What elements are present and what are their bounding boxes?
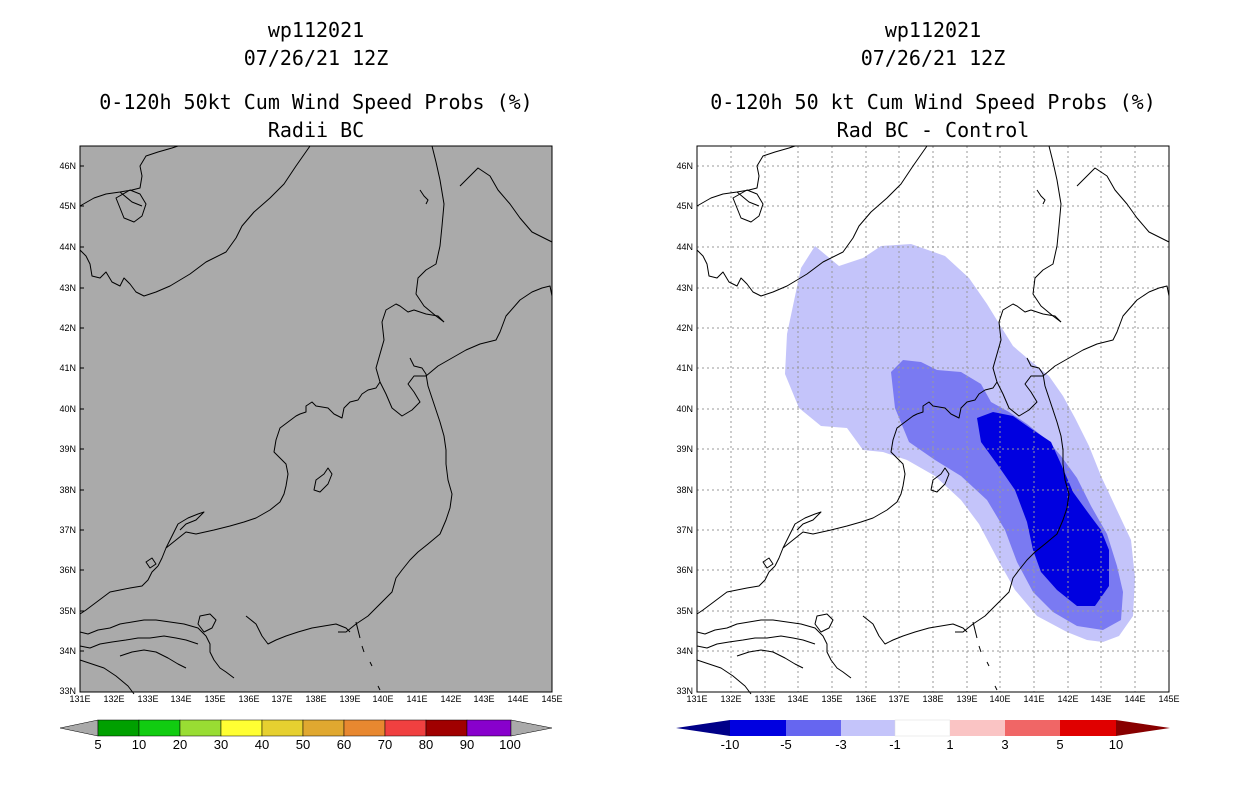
left-lon-131: 131E	[69, 694, 91, 704]
right-lat-35: 35N	[676, 606, 693, 616]
left-lon-141: 141E	[406, 694, 428, 704]
left-lon-138: 138E	[305, 694, 327, 704]
right-lon-133: 133E	[754, 694, 776, 704]
right-lat-36: 36N	[676, 565, 693, 575]
right-colorbar	[676, 719, 1170, 737]
right-lat-41: 41N	[676, 363, 693, 373]
right-lon-139: 139E	[956, 694, 978, 704]
right-cb-label-m10: -10	[720, 737, 740, 752]
left-lat-34: 34N	[59, 646, 76, 656]
left-lat-35: 35N	[59, 606, 76, 616]
right-lon-140: 140E	[989, 694, 1011, 704]
left-lat-46: 46N	[59, 161, 76, 171]
left-cb-label-40: 40	[254, 737, 270, 752]
left-lat-38: 38N	[59, 485, 76, 495]
right-lon-134: 134E	[787, 694, 809, 704]
right-lon-141: 141E	[1023, 694, 1045, 704]
left-lon-132: 132E	[103, 694, 125, 704]
right-cb-label-m5: -5	[780, 737, 792, 752]
left-lon-136: 136E	[238, 694, 260, 704]
right-title-date: 07/26/21 12Z	[860, 46, 1006, 70]
right-lon-137: 137E	[888, 694, 910, 704]
right-lon-132: 132E	[720, 694, 742, 704]
left-colorbar	[59, 719, 553, 737]
right-lat-45: 45N	[676, 201, 693, 211]
right-lon-138: 138E	[922, 694, 944, 704]
right-title-storm: wp112021	[884, 18, 982, 42]
left-lat-43: 43N	[59, 283, 76, 293]
right-cb-label-1: 1	[946, 737, 954, 752]
left-lat-36: 36N	[59, 565, 76, 575]
right-lon-135: 135E	[821, 694, 843, 704]
right-lon-144: 144E	[1124, 694, 1146, 704]
left-cb-label-20: 20	[172, 737, 188, 752]
left-lon-145: 145E	[541, 694, 563, 704]
left-cb-label-5: 5	[94, 737, 102, 752]
right-cb-label-3: 3	[1001, 737, 1009, 752]
left-lon-139: 139E	[339, 694, 361, 704]
left-cb-label-90: 90	[459, 737, 475, 752]
left-title-product: 0-120h 50kt Cum Wind Speed Probs (%)	[99, 90, 533, 114]
left-lon-142: 142E	[440, 694, 462, 704]
left-title-subtitle: Radii BC	[267, 118, 365, 142]
left-lat-39: 39N	[59, 444, 76, 454]
shade-minus5-contour	[977, 412, 1109, 606]
right-title-subtitle: Rad BC - Control	[836, 118, 1030, 142]
right-lon-136: 136E	[855, 694, 877, 704]
left-lon-143: 143E	[473, 694, 495, 704]
left-lat-44: 44N	[59, 242, 76, 252]
right-lat-37: 37N	[676, 525, 693, 535]
left-lat-45: 45N	[59, 201, 76, 211]
right-lat-42: 42N	[676, 323, 693, 333]
left-cb-label-60: 60	[336, 737, 352, 752]
right-lon-145: 145E	[1158, 694, 1180, 704]
left-title-storm: wp112021	[267, 18, 365, 42]
left-lat-40: 40N	[59, 404, 76, 414]
left-cb-label-80: 80	[418, 737, 434, 752]
left-lon-144: 144E	[507, 694, 529, 704]
right-lat-33: 33N	[676, 686, 693, 696]
right-lat-38: 38N	[676, 485, 693, 495]
right-map	[696, 145, 1170, 695]
right-cb-label-10: 10	[1108, 737, 1124, 752]
left-cb-label-30: 30	[213, 737, 229, 752]
right-lat-44: 44N	[676, 242, 693, 252]
right-lat-43: 43N	[676, 283, 693, 293]
right-lat-39: 39N	[676, 444, 693, 454]
left-cb-label-100: 100	[499, 737, 521, 752]
left-lat-33: 33N	[59, 686, 76, 696]
right-lon-131: 131E	[686, 694, 708, 704]
left-cb-label-10: 10	[131, 737, 147, 752]
left-map	[79, 145, 553, 695]
right-cb-label-m1: -1	[889, 737, 901, 752]
left-cb-label-70: 70	[377, 737, 393, 752]
left-lon-137: 137E	[271, 694, 293, 704]
left-lat-37: 37N	[59, 525, 76, 535]
left-title-date: 07/26/21 12Z	[243, 46, 389, 70]
right-lat-34: 34N	[676, 646, 693, 656]
left-lat-42: 42N	[59, 323, 76, 333]
left-lon-135: 135E	[204, 694, 226, 704]
left-lat-41: 41N	[59, 363, 76, 373]
left-lon-140: 140E	[372, 694, 394, 704]
right-title-product: 0-120h 50 kt Cum Wind Speed Probs (%)	[710, 90, 1156, 114]
left-lon-134: 134E	[170, 694, 192, 704]
right-cb-label-5: 5	[1056, 737, 1064, 752]
right-lat-46: 46N	[676, 161, 693, 171]
right-lat-40: 40N	[676, 404, 693, 414]
left-lon-133: 133E	[137, 694, 159, 704]
left-cb-label-50: 50	[295, 737, 311, 752]
right-cb-label-m3: -3	[835, 737, 847, 752]
right-lon-142: 142E	[1057, 694, 1079, 704]
right-lon-143: 143E	[1090, 694, 1112, 704]
